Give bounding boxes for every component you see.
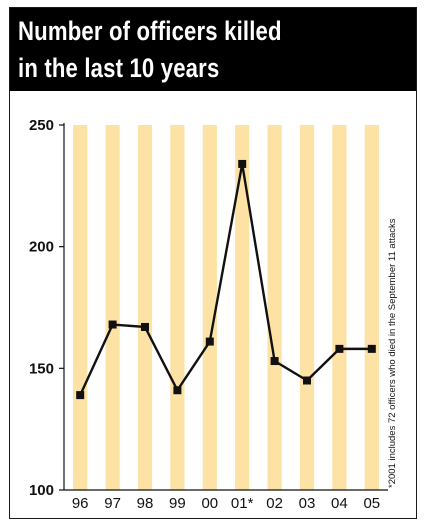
background-column [105,125,120,490]
background-columns [73,125,379,490]
data-point [367,344,376,353]
background-column [170,125,185,490]
background-column [73,125,88,490]
y-tick-label: 100 [29,482,54,499]
x-tick-label: 04 [331,495,348,512]
data-point [76,391,85,400]
footnote: *2001 includes 72 officers who died in t… [387,218,398,488]
data-point [303,376,311,385]
chart-title-line-2: in the last 10 years [18,53,220,83]
x-tick-label: 03 [299,495,316,512]
axes [63,123,388,491]
x-tick-label: 05 [363,495,380,512]
background-column [364,125,379,490]
background-column [332,125,347,490]
chart-title-line-1: Number of officers killed [18,16,282,46]
background-column [202,125,217,490]
y-axis-ticks: 100 150 200 250 [29,117,64,499]
data-point [205,337,214,346]
x-tick-label: 98 [137,495,154,512]
data-point [173,386,182,395]
x-tick-label: 99 [169,495,186,512]
background-column [299,125,315,490]
x-tick-label: 01* [231,495,254,512]
data-point [108,320,117,329]
x-axis-ticks: 96 97 98 99 00 01* 02 03 04 05 [72,495,380,512]
data-points [76,159,376,400]
y-tick-label: 200 [29,239,54,256]
x-tick-label: 97 [104,495,121,512]
background-column [137,125,153,490]
y-tick-label: 250 [29,117,54,134]
x-tick-label: 96 [72,495,89,512]
series-line [79,162,372,396]
data-point [238,159,247,168]
background-column [235,125,250,490]
y-tick-label: 150 [29,360,54,377]
data-point [270,357,279,366]
x-tick-label: 02 [266,495,283,512]
data-point [335,344,344,353]
title-bar: Number of officers killed in the last 10… [10,8,416,91]
background-column [267,125,282,490]
data-point [141,322,149,331]
x-tick-label: 00 [201,495,218,512]
